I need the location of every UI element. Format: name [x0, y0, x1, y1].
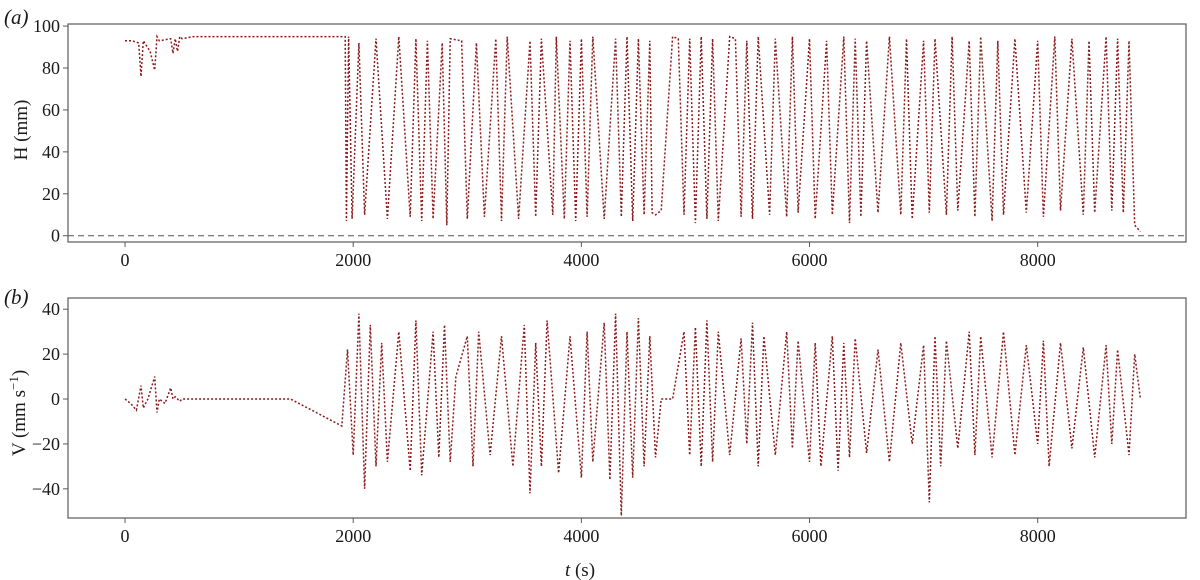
- panel-b-series-0-line: [124, 313, 1142, 516]
- panel-a-y-axis-label: H (mm): [11, 100, 32, 161]
- panel-b-y-tick-label: −40: [32, 479, 60, 499]
- panel-a-series-0-line: [125, 33, 1141, 233]
- panel-b-y-label-prefix: V (mm s: [9, 390, 30, 456]
- panel-a-x-tick-label: 2000: [335, 250, 371, 270]
- panel-b-y-label-sup: −1: [6, 376, 21, 390]
- panel-b-y-tick-label: −20: [32, 434, 60, 454]
- panel-b-y-tick-label: 0: [51, 389, 60, 409]
- x-axis-unit: (s): [570, 560, 595, 580]
- panel-b-x-tick-label: 8000: [1020, 526, 1056, 546]
- panel-a-label: (a): [4, 5, 29, 29]
- panel-a-axes-frame: [67, 23, 1187, 243]
- panel-b-x-tick-label: 6000: [792, 526, 828, 546]
- panel-b-plot-area: 0 2000 4000 6000 8000 −40 −20 0 20 40: [32, 297, 1187, 546]
- panel-b: (b) V (mm s−1) 0 2000 4000 6000 8000 −40 −20 0 2…: [4, 285, 1187, 580]
- panel-a-x-tick-label: 6000: [792, 250, 828, 270]
- panel-b-y-tick-label: 40: [42, 299, 60, 319]
- panel-b-axes-frame: [67, 297, 1187, 519]
- panel-a-x-tick-label: 0: [121, 250, 130, 270]
- panel-a-plot-area: 0 2000 4000 6000 8000 0 20 40 60 80 100: [33, 16, 1187, 270]
- panel-a-y-tick-label: 100: [33, 16, 60, 36]
- panel-a-x-tick-label: 8000: [1020, 250, 1056, 270]
- panel-b-label: (b): [4, 285, 29, 309]
- panel-b-x-tick-label: 4000: [563, 526, 599, 546]
- panel-a-y-tick-label: 80: [42, 58, 60, 78]
- x-axis-variable: t: [565, 560, 571, 580]
- panel-b-x-tick-label: 2000: [335, 526, 371, 546]
- panel-a-x-tick-label: 4000: [563, 250, 599, 270]
- panel-a-y-tick-label: 40: [42, 142, 60, 162]
- panel-a: (a) H (mm) 0 2000 4000 6000 8000 0 20 40 60 80 100: [4, 5, 1187, 270]
- panel-a-y-tick-label: 60: [42, 100, 60, 120]
- x-axis-label: t (s): [565, 560, 595, 580]
- panel-a-y-tick-label: 0: [51, 226, 60, 246]
- panel-b-y-axis-label: V (mm s−1): [6, 370, 31, 456]
- panel-b-y-label-suffix: ): [9, 370, 30, 376]
- panel-a-y-tick-label: 20: [42, 184, 60, 204]
- panel-b-y-tick-label: 20: [42, 344, 60, 364]
- panel-b-x-tick-label: 0: [121, 526, 130, 546]
